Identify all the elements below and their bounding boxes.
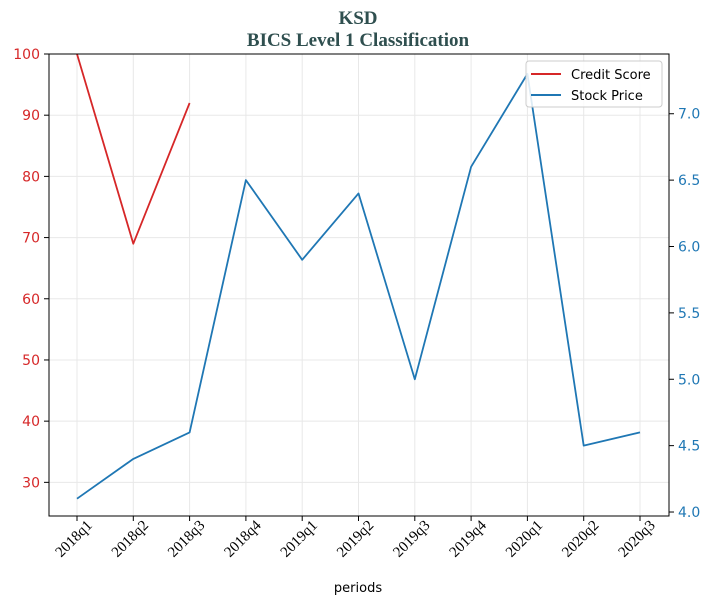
x-tick-label: 2019q3: [390, 518, 433, 561]
left-tick-label: 60: [22, 292, 40, 308]
right-tick-label: 5.0: [678, 372, 700, 388]
x-axis-label: periods: [334, 581, 382, 596]
right-tick-label: 4.5: [678, 439, 700, 455]
series-line-credit-score: [76, 53, 191, 245]
left-tick-label: 80: [22, 169, 40, 185]
left-tick-label: 50: [22, 353, 40, 369]
left-tick-label: 40: [22, 414, 40, 430]
x-tick-label: 2019q4: [447, 517, 490, 560]
left-axis: 30 40 50 60 70 80 90 100: [13, 47, 49, 491]
right-tick-label: 6.5: [678, 173, 700, 189]
left-tick-label: 90: [22, 108, 40, 124]
x-tick-label: 2020q2: [559, 518, 602, 561]
right-tick-label: 7.0: [678, 107, 700, 123]
x-tick-label: 2018q2: [109, 518, 152, 561]
x-tick-label: 2019q1: [278, 518, 321, 561]
left-tick-label: 100: [13, 47, 40, 63]
grid-lines: [49, 53, 669, 516]
x-tick-label: 2020q1: [503, 518, 546, 561]
x-tick-label: 2020q3: [616, 518, 659, 561]
right-tick-label: 6.0: [678, 240, 700, 256]
left-tick-label: 70: [22, 231, 40, 247]
x-axis: 2018q1 2018q2 2018q3 2018q4 2019q1 2019q2 2019…: [53, 516, 659, 561]
x-tick-label: 2018q3: [165, 518, 208, 561]
series-layer: [76, 53, 641, 500]
x-tick-label: 2018q1: [53, 518, 96, 561]
legend-label: Credit Score: [571, 68, 651, 83]
chart-title: KSD: [338, 8, 377, 29]
right-tick-label: 5.5: [678, 306, 700, 322]
right-tick-label: 4.0: [678, 505, 700, 521]
legend-label: Stock Price: [571, 89, 643, 104]
series-line-stock-price: [76, 73, 641, 500]
x-tick-label: 2019q2: [334, 518, 377, 561]
x-tick-label: 2018q4: [222, 517, 265, 560]
legend: Credit Score Stock Price: [525, 60, 663, 108]
right-axis: 4.0 4.5 5.0 5.5 6.0 6.5 7.0: [669, 107, 700, 521]
chart-subtitle: BICS Level 1 Classification: [247, 30, 470, 51]
left-tick-label: 30: [22, 475, 40, 491]
